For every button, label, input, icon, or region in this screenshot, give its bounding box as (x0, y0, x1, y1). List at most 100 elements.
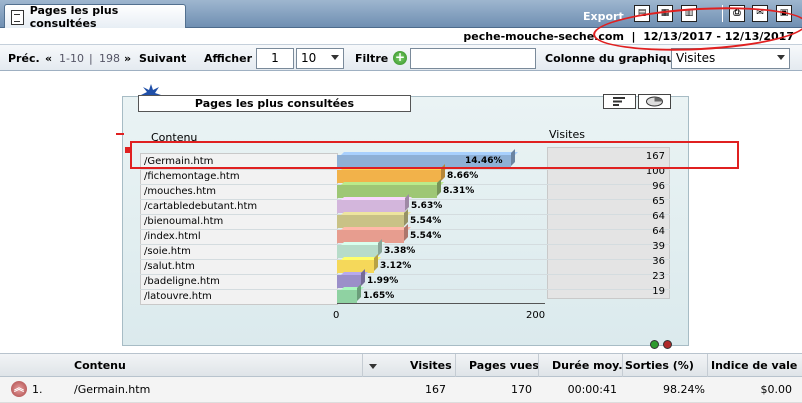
row-indice: $0.00 (760, 383, 793, 396)
filter-input[interactable] (410, 48, 536, 69)
chart-category-label: /soie.htm (144, 246, 191, 257)
chart-column-value: Visites (676, 51, 716, 65)
chart-percent-label: 1.65% (363, 291, 395, 301)
chart-bar (337, 275, 361, 288)
chart-xlabel: Contenu (151, 131, 198, 144)
chart-gridline (140, 259, 670, 260)
chart-gridline (140, 274, 670, 275)
col-pages-vues[interactable]: Pages vues (469, 359, 539, 372)
chart-percent-label: 3.12% (380, 261, 412, 271)
chart-bar (337, 230, 404, 243)
table-row[interactable]: ︽ 1. /Germain.htm 167 170 00:00:41 98.24… (0, 377, 802, 403)
chart-column-label: Colonne du graphique (545, 52, 682, 65)
navigation-toolbar: Préc. « 1-10 | 198 » Suivant Afficher 1 … (0, 44, 802, 71)
chart-category-label: /Germain.htm (144, 156, 214, 167)
pie-chart-toggle-icon[interactable] (638, 94, 671, 109)
chart-value-label: 96 (652, 181, 665, 192)
chart-bar (337, 290, 357, 303)
chart-category-label: /mouches.htm (144, 186, 216, 197)
row-index: 1. (32, 383, 43, 396)
first-page-icon[interactable]: « (45, 52, 53, 65)
chart-percent-label: 8.66% (447, 171, 479, 181)
col-duree[interactable]: Durée moy. (552, 359, 623, 372)
chart-category-label: /bienoumal.htm (144, 216, 224, 227)
prev-link[interactable]: Préc. (8, 52, 40, 65)
col-contenu[interactable]: Contenu (74, 359, 126, 372)
chart-percent-label: 5.63% (411, 201, 443, 211)
chart-percent-label: 3.38% (384, 246, 416, 256)
page-start-input[interactable]: 1 (256, 48, 294, 69)
row-visites: 167 (425, 383, 446, 396)
col-sorties[interactable]: Sorties (%) (625, 359, 694, 372)
col-divider (538, 354, 539, 378)
chart-value-label: 100 (645, 166, 665, 177)
sort-desc-icon[interactable] (369, 364, 377, 369)
export-pdf-icon[interactable]: ▤ (634, 5, 650, 22)
col-divider (707, 354, 708, 378)
chart-bar (337, 185, 437, 198)
chart-title: Pages les plus consultées (138, 95, 411, 112)
col-indice[interactable]: Indice de vale (711, 359, 798, 372)
chart-value-label: 64 (652, 211, 665, 222)
row-contenu[interactable]: /Germain.htm (74, 383, 151, 396)
chevron-down-icon (331, 55, 339, 60)
chart-gridline (140, 289, 670, 290)
print-icon[interactable]: ⎙ (729, 5, 745, 22)
row-pages-vues: 170 (511, 383, 532, 396)
chart-category-label: /fichemontage.htm (144, 171, 240, 182)
filtre-label: Filtre (355, 52, 389, 65)
chart-percent-label: 14.46% (465, 156, 503, 166)
report-tab[interactable]: Pages les plus consultées (4, 4, 186, 30)
per-page-select[interactable]: 10 (296, 48, 344, 69)
export-csv-icon[interactable]: ▥ (681, 5, 697, 22)
chart-bar (337, 200, 405, 213)
chart-bar (337, 155, 511, 168)
expand-row-icon[interactable]: ︽ (11, 381, 27, 397)
status-red-icon (663, 340, 672, 349)
report-icon (11, 9, 24, 25)
email-icon[interactable]: ✉ (752, 5, 768, 22)
chart-ylabel: Visites (549, 128, 585, 141)
site-date-row: peche-mouche-seche.com | 12/13/2017 - 12… (0, 28, 802, 44)
chart-bar (337, 245, 378, 258)
chart-category-label: /salut.htm (144, 261, 195, 272)
chart-value-label: 23 (652, 271, 665, 282)
next-icon[interactable]: » (124, 52, 132, 65)
chart-percent-label: 8.31% (443, 186, 475, 196)
schedule-icon[interactable]: ▣ (776, 5, 792, 22)
chart-values-column (547, 147, 670, 299)
col-divider (622, 354, 623, 378)
chart-category-label: /latouvre.htm (144, 291, 212, 302)
report-tab-title: Pages les plus consultées (29, 4, 119, 30)
x-tick-200: 200 (526, 310, 546, 321)
chart-category-label: /cartabledebutant.htm (144, 201, 258, 212)
chart-bar (337, 170, 441, 183)
site-and-date-range: peche-mouche-seche.com | 12/13/2017 - 12… (463, 30, 794, 43)
status-green-icon (650, 340, 659, 349)
chart-percent-label: 1.99% (367, 276, 399, 286)
total-count: 198 (99, 52, 120, 65)
chart-value-label: 64 (652, 226, 665, 237)
add-filter-icon[interactable]: + (393, 50, 407, 65)
chart-column-select[interactable]: Visites (671, 48, 790, 69)
table-header: Contenu Visites Pages vues Durée moy. So… (0, 353, 802, 378)
afficher-label: Afficher (204, 52, 253, 65)
chart-value-label: 65 (652, 196, 665, 207)
col-divider (455, 354, 456, 378)
row-sorties: 98.24% (663, 383, 705, 396)
export-excel-icon[interactable]: ▦ (657, 5, 673, 22)
bar-chart-toggle-icon[interactable] (603, 94, 636, 109)
next-link[interactable]: Suivant (139, 52, 187, 65)
toolbar-divider (722, 5, 723, 22)
chart-gridline (140, 244, 670, 245)
title-bar: Pages les plus consultées Export ▤ ▦ ▥ ⎙… (0, 0, 802, 30)
col-divider (362, 354, 363, 378)
export-label: Export (583, 10, 624, 23)
x-tick-0: 0 (333, 310, 340, 321)
chart-value-label: 39 (652, 241, 665, 252)
annotation-mark (125, 147, 131, 153)
col-visites[interactable]: Visites (410, 359, 452, 372)
range-separator: | (89, 52, 93, 65)
row-duree: 00:00:41 (567, 383, 617, 396)
chart-category-label: /badeligne.htm (144, 276, 220, 287)
